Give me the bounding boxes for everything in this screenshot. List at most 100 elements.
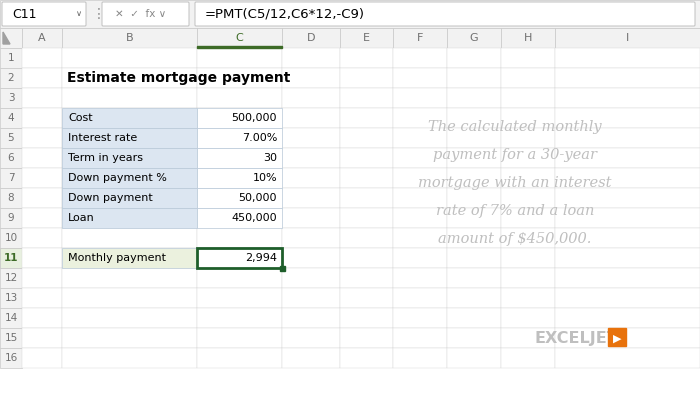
Bar — [62, 208, 197, 228]
Bar — [282, 248, 340, 268]
Bar — [0, 328, 22, 348]
Text: 9: 9 — [8, 213, 14, 223]
Text: Monthly payment: Monthly payment — [68, 253, 166, 263]
Bar — [501, 168, 555, 188]
Bar — [282, 348, 340, 368]
Bar — [447, 328, 501, 348]
Bar — [555, 348, 700, 368]
Bar — [62, 128, 197, 148]
Bar — [501, 148, 555, 168]
Bar — [282, 88, 340, 108]
Bar — [0, 108, 22, 128]
Bar — [501, 108, 555, 128]
Bar — [62, 108, 197, 128]
Bar — [0, 168, 22, 188]
Text: 12: 12 — [4, 273, 18, 283]
Bar — [0, 228, 22, 248]
Bar — [447, 108, 501, 128]
Bar — [555, 128, 700, 148]
Bar — [22, 148, 62, 168]
Bar — [555, 68, 700, 88]
Bar — [197, 28, 282, 48]
Bar — [197, 108, 282, 128]
Bar — [393, 208, 447, 228]
Bar — [393, 28, 447, 48]
Text: The calculated monthly: The calculated monthly — [428, 120, 602, 134]
Bar — [282, 268, 340, 288]
Bar — [393, 188, 447, 208]
Bar — [197, 208, 282, 228]
Bar — [62, 348, 197, 368]
Bar — [501, 348, 555, 368]
Bar — [340, 168, 393, 188]
Bar — [197, 348, 282, 368]
Bar — [340, 88, 393, 108]
Text: 450,000: 450,000 — [232, 213, 277, 223]
Text: 8: 8 — [8, 193, 14, 203]
Bar — [0, 68, 22, 88]
Bar — [282, 68, 340, 88]
Bar — [501, 268, 555, 288]
Text: D: D — [307, 33, 315, 43]
Bar — [0, 28, 22, 48]
Bar — [501, 328, 555, 348]
Bar — [0, 188, 22, 208]
Bar — [555, 328, 700, 348]
Bar — [197, 188, 282, 208]
FancyBboxPatch shape — [195, 2, 695, 26]
Bar — [197, 208, 282, 228]
Bar — [22, 188, 62, 208]
Bar — [282, 208, 340, 228]
Bar — [282, 328, 340, 348]
FancyBboxPatch shape — [102, 2, 189, 26]
Bar — [340, 248, 393, 268]
Text: 14: 14 — [4, 313, 18, 323]
Bar — [340, 268, 393, 288]
Bar — [0, 88, 22, 108]
Bar — [340, 148, 393, 168]
Bar — [340, 28, 393, 48]
Text: amount of $450,000.: amount of $450,000. — [438, 232, 592, 246]
Bar — [22, 248, 62, 268]
Text: B: B — [126, 33, 133, 43]
Bar — [282, 28, 340, 48]
Bar — [447, 288, 501, 308]
Text: payment for a 30-year: payment for a 30-year — [433, 148, 597, 162]
Bar — [22, 208, 62, 228]
Bar — [22, 328, 62, 348]
Bar — [393, 168, 447, 188]
Bar — [197, 46, 282, 48]
Bar — [447, 128, 501, 148]
Text: Cost: Cost — [68, 113, 92, 123]
Text: F: F — [416, 33, 424, 43]
Bar — [501, 88, 555, 108]
Bar — [62, 148, 197, 168]
Bar — [393, 148, 447, 168]
Bar — [340, 128, 393, 148]
Bar — [62, 48, 197, 68]
Bar — [393, 68, 447, 88]
Bar — [0, 348, 22, 368]
Bar — [197, 48, 282, 68]
Bar — [501, 308, 555, 328]
Bar — [22, 28, 62, 48]
Bar — [197, 328, 282, 348]
Text: 30: 30 — [263, 153, 277, 163]
Bar — [197, 248, 282, 268]
Bar — [197, 268, 282, 288]
Bar — [282, 168, 340, 188]
Bar — [555, 28, 700, 48]
Bar — [197, 88, 282, 108]
Text: 15: 15 — [4, 333, 18, 343]
Bar — [447, 308, 501, 328]
Text: Term in years: Term in years — [68, 153, 143, 163]
Bar — [62, 308, 197, 328]
Bar — [197, 148, 282, 168]
Text: 11: 11 — [4, 253, 18, 263]
Bar — [62, 168, 197, 188]
Bar — [62, 288, 197, 308]
Text: 7: 7 — [8, 173, 14, 183]
Bar — [340, 308, 393, 328]
Text: 6: 6 — [8, 153, 14, 163]
Bar — [197, 188, 282, 208]
